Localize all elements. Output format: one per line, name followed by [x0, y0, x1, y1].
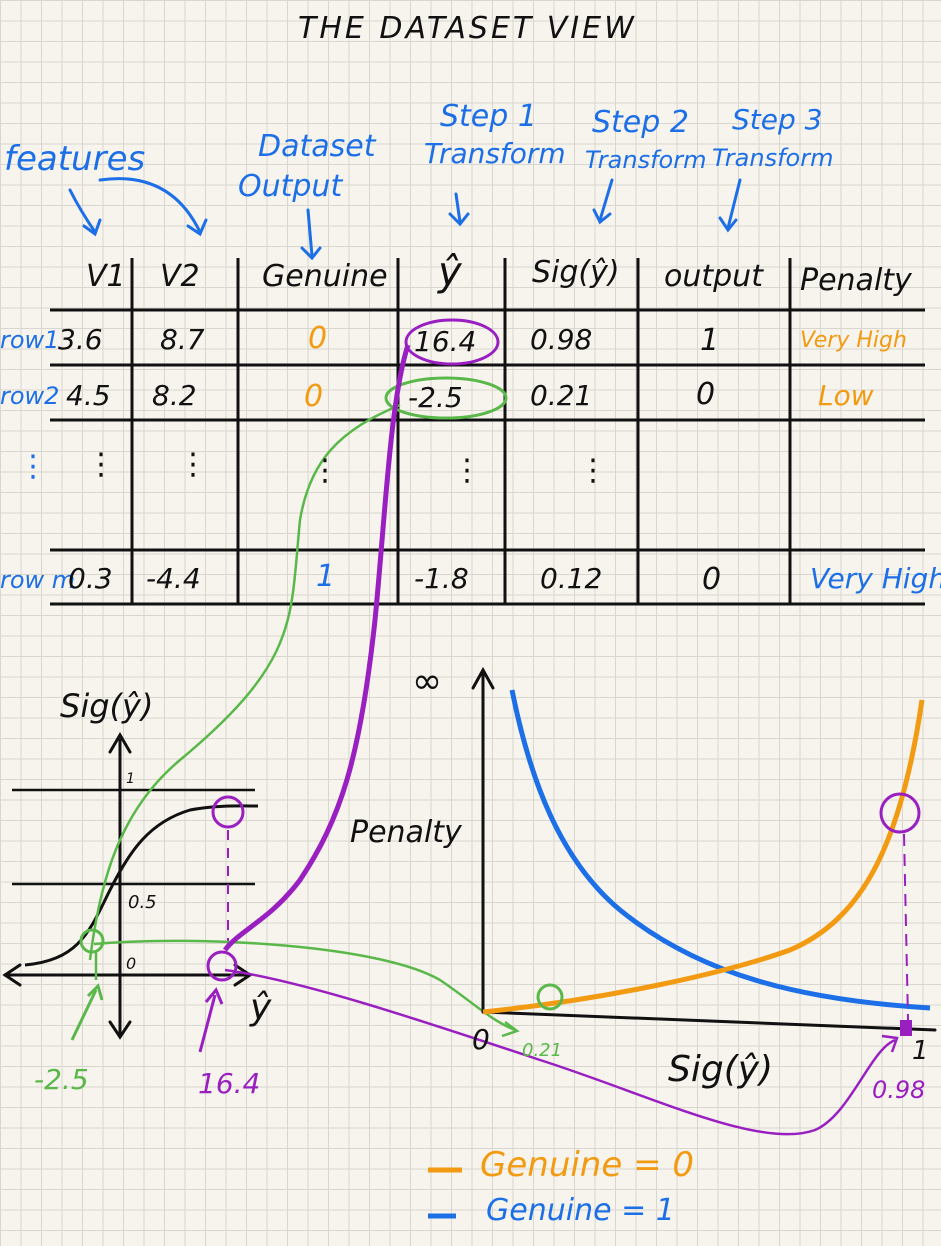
cell-output: 1 — [700, 323, 720, 358]
sigmoid-zero-label: 0 — [126, 954, 137, 973]
ellipsis-dots: ⋮ — [578, 453, 608, 488]
cell-sig: 0.12 — [540, 562, 603, 595]
cell-output: 0 — [702, 562, 722, 597]
step1-label: Step 1 — [440, 99, 537, 134]
header-genuine: Genuine — [262, 259, 388, 294]
header-yhat: ŷ — [438, 249, 462, 295]
cell-yhat: 16.4 — [414, 325, 477, 358]
row-label: row2 — [0, 382, 60, 410]
cell-v1: 4.5 — [66, 379, 111, 412]
cell-v2: 8.2 — [152, 379, 197, 412]
sigmoid-mid-label: 0.5 — [128, 892, 157, 913]
penalty-curve-genuine-1 — [509, 689, 931, 1011]
purple-connector — [223, 344, 411, 952]
annotation-arrows — [68, 177, 742, 261]
cell-genuine: 1 — [316, 559, 336, 594]
header-output: output — [664, 259, 763, 294]
legend-genuine-0: Genuine = 0 — [480, 1145, 695, 1185]
sigmoid-point-left: -2.5 — [34, 1063, 89, 1096]
sigmoid-one-label: 1 — [126, 771, 135, 787]
output-annotation: Output — [238, 169, 343, 204]
cell-v1: 0.3 — [68, 562, 113, 595]
header-v1: V1 — [86, 259, 126, 294]
step2-transform: Transform — [585, 146, 707, 174]
cell-genuine: 0 — [304, 379, 324, 414]
header-v2: V2 — [160, 259, 200, 294]
ellipsis-dots: ⋮ — [310, 453, 340, 488]
sigmoid-guides — [12, 788, 255, 886]
table-grid — [50, 258, 925, 606]
cell-genuine: 0 — [308, 321, 328, 356]
penalty-y-label: Penalty — [350, 815, 462, 850]
cell-sig: 0.21 — [530, 379, 593, 412]
features-annotation: features — [4, 139, 146, 179]
sigmoid-curve — [24, 804, 259, 967]
step1-transform: Transform — [424, 137, 566, 170]
cell-penalty: Very High — [810, 562, 941, 595]
cell-yhat: -2.5 — [408, 381, 463, 414]
penalty-point-low: 0.21 — [522, 1040, 563, 1061]
penalty-origin: 0 — [472, 1023, 490, 1056]
green-connector — [88, 403, 401, 961]
dataset-annotation: Dataset — [258, 129, 376, 164]
sigmoid-x-label: ŷ — [250, 987, 272, 1028]
cell-penalty: Very High — [800, 328, 907, 353]
ellipsis-dots: ⋮ — [86, 447, 116, 482]
cell-yhat: -1.8 — [414, 562, 469, 595]
penalty-y-top: ∞ — [412, 661, 442, 702]
legend-genuine-1: Genuine = 1 — [486, 1193, 675, 1228]
step3-transform: Transform — [712, 144, 834, 172]
cell-output: 0 — [696, 377, 716, 412]
step2-label: Step 2 — [592, 105, 689, 140]
cell-penalty: Low — [818, 379, 874, 412]
header-penalty: Penalty — [800, 263, 912, 298]
penalty-plot-axes — [471, 666, 937, 1032]
ellipsis-dots: ⋮ — [452, 453, 482, 488]
cell-sig: 0.98 — [530, 323, 593, 356]
sigmoid-point-right: 16.4 — [198, 1067, 261, 1100]
penalty-curve-genuine-0 — [482, 699, 925, 1015]
row-label: row m — [0, 566, 76, 594]
penalty-x-label: Sig(ŷ) — [668, 1049, 774, 1090]
cell-v2: 8.7 — [160, 323, 205, 356]
ellipsis-dots: ⋮ — [178, 447, 208, 482]
header-sig: Sig(ŷ) — [532, 255, 620, 290]
page-title: THE DATASET VIEW — [298, 11, 637, 46]
cell-v1: 3.6 — [58, 323, 103, 356]
sigmoid-y-label: Sig(ŷ) — [60, 687, 154, 725]
penalty-point-high: 0.98 — [872, 1076, 926, 1104]
penalty-x-end: 1 — [912, 1036, 929, 1066]
step3-label: Step 3 — [732, 103, 823, 136]
row-label: row1 — [0, 326, 60, 354]
ellipsis-dots: ⋮ — [18, 449, 48, 484]
cell-v2: -4.4 — [146, 562, 201, 595]
